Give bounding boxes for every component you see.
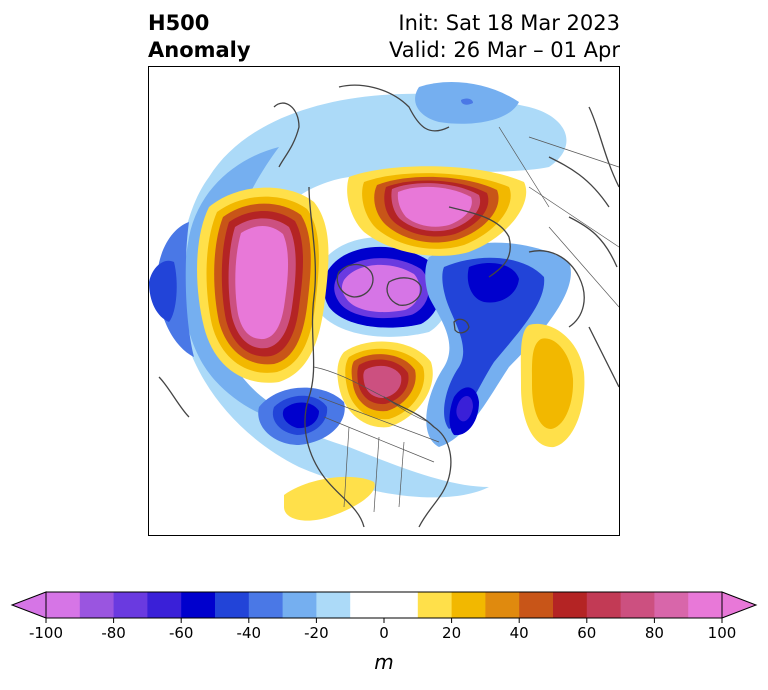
valid-range: Valid: 26 Mar – 01 Apr	[389, 38, 620, 62]
colorbar-swatch	[553, 592, 588, 618]
arctic-ridge	[347, 166, 527, 256]
coastlines	[158, 84, 619, 528]
colorbar-extend-low	[10, 591, 47, 619]
colorbar-swatch	[654, 592, 689, 618]
colorbar-tick-label: -100	[29, 624, 63, 642]
colorbar-swatches	[10, 591, 758, 619]
anomaly-map	[148, 66, 620, 536]
colorbar-tick-label: -80	[101, 624, 126, 642]
europe-ridge	[520, 323, 585, 448]
colorbar-tick-label: 100	[708, 624, 737, 642]
colorbar-swatch	[46, 592, 81, 618]
colorbar-swatch	[350, 592, 385, 618]
atlantic-low	[425, 242, 571, 447]
colorbar-tick-label: -20	[304, 624, 329, 642]
western-ridge	[197, 187, 329, 383]
colorbar-swatch	[113, 592, 148, 618]
colorbar-swatch	[620, 592, 655, 618]
colorbar-unit-label: m	[374, 650, 393, 674]
pacific-low	[258, 387, 345, 445]
colorbar-swatch	[384, 592, 419, 618]
colorbar-swatch	[451, 592, 486, 618]
colorbar-swatch	[282, 592, 317, 618]
colorbar-swatch	[586, 592, 622, 618]
title-field: Anomaly	[148, 38, 251, 62]
colorbar-svg: -100 -80 -60 -40 -20 0 20 40 60 80 100 m	[10, 591, 758, 674]
polar-low	[313, 237, 452, 337]
colorbar-tick-label: 40	[510, 624, 529, 642]
map-title: H500 Anomaly	[148, 10, 251, 64]
map-canvas	[149, 82, 619, 528]
colorbar: -100 -80 -60 -40 -20 0 20 40 60 80 100 m	[0, 586, 768, 686]
colorbar-tick-label: -60	[169, 624, 194, 642]
colorbar-swatch	[316, 592, 351, 618]
colorbar-extend-high	[721, 591, 758, 619]
colorbar-swatch	[79, 592, 115, 618]
colorbar-swatch	[181, 592, 216, 618]
colorbar-swatch	[519, 592, 554, 618]
colorbar-swatch	[147, 592, 182, 618]
colorbar-tick-label: 20	[442, 624, 461, 642]
colorbar-tick-label: -40	[237, 624, 262, 642]
central-ridge	[337, 341, 433, 428]
subtropical-ridge	[284, 476, 375, 521]
init-date: Init: Sat 18 Mar 2023	[398, 11, 620, 35]
borders	[313, 126, 619, 513]
colorbar-ticks: -100 -80 -60 -40 -20 0 20 40 60 80 100	[29, 618, 736, 642]
colorbar-swatch	[485, 592, 520, 618]
colorbar-tick-label: 60	[577, 624, 596, 642]
colorbar-swatch	[417, 592, 453, 618]
map-dates: Init: Sat 18 Mar 2023 Valid: 26 Mar – 01…	[389, 10, 620, 64]
colorbar-tick-label: 0	[379, 624, 389, 642]
colorbar-tick-label: 80	[645, 624, 664, 642]
colorbar-swatch	[215, 592, 250, 618]
colorbar-swatch	[688, 592, 723, 618]
title-variable: H500	[148, 11, 210, 35]
colorbar-swatch	[248, 592, 284, 618]
